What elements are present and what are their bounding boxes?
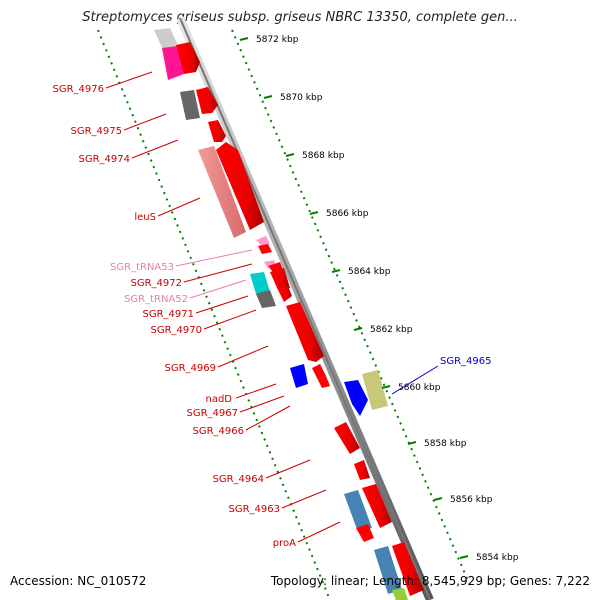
scale-tick-mark — [239, 37, 249, 41]
gene-olive-low — [392, 588, 408, 600]
scale-tick-label: 5864 kbp — [348, 267, 391, 277]
gene-blue-4965 — [344, 380, 368, 416]
gene-gray-top — [154, 28, 180, 52]
gene-steelblue-low — [374, 546, 402, 594]
scale-tick-label: 5860 kbp — [398, 383, 441, 393]
gene-label[interactable]: SGR_4970 — [151, 325, 203, 336]
gene-features — [154, 28, 424, 600]
scale-tick-mark — [381, 385, 391, 389]
scale-tick-label: 5868 kbp — [302, 151, 345, 161]
scale-tick-mark — [433, 497, 443, 501]
scale-tick-label: 5856 kbp — [450, 495, 493, 505]
gene-darkgray-1 — [180, 90, 200, 120]
gene-label[interactable]: SGR_4965 — [440, 356, 492, 367]
scale-tick-mark — [353, 327, 363, 331]
leader-lines — [105, 71, 439, 543]
gene-red-proA — [362, 484, 392, 528]
gene-red-low2 — [392, 542, 424, 596]
scale-ticks: 5872 kbp 5870 kbp 5868 kbp 5866 kbp 5864 kbp… — [239, 35, 519, 563]
gene-blue-nadD — [290, 364, 308, 388]
gene-label[interactable]: SGR_4967 — [187, 408, 239, 419]
gene-label[interactable]: proA — [273, 538, 296, 549]
gene-label[interactable]: SGR_4976 — [53, 84, 105, 95]
scale-tick-label: 5872 kbp — [256, 35, 299, 45]
gene-label[interactable]: SGR_tRNA53 — [110, 262, 174, 273]
scale-line-left — [97, 29, 331, 600]
scale-tick-label: 5870 kbp — [280, 93, 323, 103]
gene-red-4970 — [278, 286, 292, 302]
gene-red-4971 — [270, 268, 290, 290]
gene-red-4964b — [354, 460, 370, 480]
gene-label[interactable]: SGR_4971 — [143, 309, 195, 320]
scale-tick-mark — [263, 95, 273, 99]
gene-red-leuS2 — [216, 142, 264, 230]
scale-tick-mark — [407, 441, 417, 445]
gene-labels: SGR_4976 SGR_4975 SGR_4974 leuS SGR_tRNA53 SG… — [53, 84, 492, 549]
scale-tick-label: 5862 kbp — [370, 325, 413, 335]
gene-steelblue-4963 — [344, 490, 372, 532]
gene-red-2 — [196, 87, 218, 114]
gene-cyan — [250, 272, 270, 294]
scale-tick-mark — [331, 269, 341, 273]
trna-53 — [256, 236, 270, 246]
scale-tick-mark — [309, 211, 319, 215]
gene-red-3 — [208, 120, 226, 142]
gene-label[interactable]: nadD — [205, 394, 232, 405]
scale-tick-label: 5858 kbp — [424, 439, 467, 449]
gene-red-4966 — [318, 376, 330, 388]
gene-red-top — [176, 42, 200, 74]
gene-label[interactable]: SGR_4966 — [193, 426, 245, 437]
gene-label[interactable]: SGR_tRNA52 — [124, 294, 188, 305]
scale-tick-mark — [459, 555, 469, 559]
gene-pink-leuS — [198, 146, 246, 238]
gene-label[interactable]: SGR_4964 — [213, 474, 265, 485]
gene-magenta — [162, 46, 184, 80]
summary-text: Topology: linear; Length: 8,545,929 bp; … — [270, 574, 590, 588]
scale-tick-label: 5866 kbp — [326, 209, 369, 219]
gene-label[interactable]: SGR_4974 — [79, 154, 131, 165]
accession-text: Accession: NC_010572 — [10, 574, 147, 588]
gene-red-4972 — [258, 244, 272, 254]
scale-tick-label: 5854 kbp — [476, 553, 519, 563]
gene-darkgray-2 — [256, 290, 276, 308]
gene-red-4969 — [286, 302, 324, 362]
gene-label[interactable]: SGR_4975 — [71, 126, 123, 137]
gene-red-4967 — [312, 364, 326, 380]
gene-label[interactable]: leuS — [134, 212, 156, 223]
gene-red-4964 — [334, 422, 360, 454]
gene-red-low — [356, 524, 374, 542]
gene-label[interactable]: SGR_4969 — [165, 363, 217, 374]
gene-olive-4965 — [362, 370, 388, 410]
scale-tick-mark — [285, 153, 295, 157]
gene-label[interactable]: SGR_4972 — [131, 278, 183, 289]
gene-label[interactable]: SGR_4963 — [229, 504, 281, 515]
map-title: Streptomyces griseus subsp. griseus NBRC… — [82, 10, 518, 25]
